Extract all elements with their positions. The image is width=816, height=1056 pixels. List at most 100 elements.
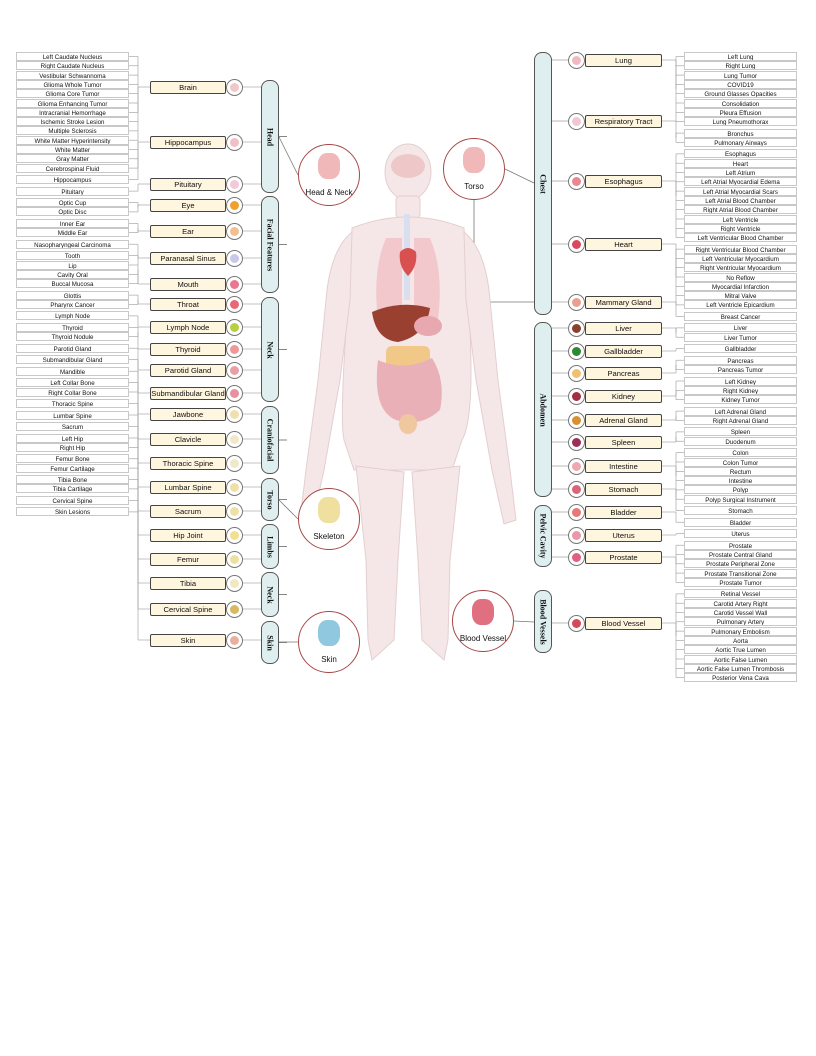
organ-liver[interactable]: Liver [585, 321, 662, 335]
leaf-right-adrenal-gland: Right Adrenal Gland [684, 415, 797, 425]
leaf-lip: Lip [16, 260, 129, 270]
mouth-icon [226, 275, 243, 293]
organ-stomach[interactable]: Stomach [585, 482, 662, 496]
skeleton-icon [318, 497, 340, 523]
hippocampus-icon [226, 133, 243, 151]
organ-eye[interactable]: Eye [150, 198, 226, 212]
leaf-gray-matter: Gray Matter [16, 154, 129, 164]
organ-esophagus[interactable]: Esophagus [585, 174, 662, 188]
organ-lymph-node[interactable]: Lymph Node [150, 320, 226, 334]
organ-pancreas[interactable]: Pancreas [585, 366, 662, 380]
leaf-left-collar-bone: Left Collar Bone [16, 378, 129, 388]
leaf-bladder: Bladder [684, 517, 797, 527]
organ-hippocampus[interactable]: Hippocampus [150, 135, 226, 149]
category-skin: Skin [261, 621, 279, 664]
organ-tibia[interactable]: Tibia [150, 576, 226, 590]
leaf-duodenum: Duodenum [684, 436, 797, 446]
leaf-tibia-cartilage: Tibia Cartilage [16, 484, 129, 494]
organ-spleen[interactable]: Spleen [585, 435, 662, 449]
leaf-pancreas: Pancreas [684, 355, 797, 365]
kidney-icon [568, 387, 585, 405]
category-label: Chest [538, 173, 548, 194]
leaf-spleen: Spleen [684, 427, 797, 437]
organ-paranasal-sinus[interactable]: Paranasal Sinus [150, 251, 226, 265]
thoracic-spine-icon [226, 454, 243, 472]
organ-respiratory-tract[interactable]: Respiratory Tract [585, 114, 662, 128]
organ-ear[interactable]: Ear [150, 224, 226, 238]
organ-bladder[interactable]: Bladder [585, 505, 662, 519]
gallbladder-icon [568, 342, 585, 360]
leaf-left-lung: Left Lung [684, 52, 797, 61]
leaf-no-reflow: No Reflow [684, 272, 797, 282]
organ-pituitary[interactable]: Pituitary [150, 177, 226, 191]
blood-vessel-icon [568, 614, 585, 632]
leaf-ground-glasses-opacities: Ground Glasses Opacities [684, 89, 797, 99]
category-label: Skin [265, 634, 275, 651]
organ-heart[interactable]: Heart [585, 237, 662, 251]
leaf-pulmonary-embolism: Pulmonary Embolism [684, 626, 797, 636]
organ-intestine[interactable]: Intestine [585, 459, 662, 473]
category-neck: Neck [261, 572, 279, 617]
leaf-femur-bone: Femur Bone [16, 454, 129, 464]
organ-brain[interactable]: Brain [150, 80, 226, 94]
organ-mouth[interactable]: Mouth [150, 277, 226, 291]
leaf-carotid-vessel-wall: Carotid Vessel Wall [684, 608, 797, 617]
femur-icon [226, 550, 243, 568]
leaf-cervical-spine: Cervical Spine [16, 495, 129, 505]
leaf-left-atrial-myocardial-edema: Left Atrial Myocardial Edema [684, 177, 797, 187]
leaf-right-ventricular-blood-chamber: Right Ventricular Blood Chamber [684, 244, 797, 254]
lung-icon [568, 51, 585, 69]
leaf-bronchus: Bronchus [684, 128, 797, 138]
organ-gallbladder[interactable]: Gallbladder [585, 344, 662, 358]
organ-clavicle[interactable]: Clavicle [150, 432, 226, 446]
organ-lung[interactable]: Lung [585, 53, 662, 67]
thyroid-icon [226, 340, 243, 358]
leaf-left-ventricular-blood-chamber: Left Ventricular Blood Chamber [684, 233, 797, 243]
leaf-right-kidney: Right Kidney [684, 385, 797, 395]
leaf-posterior-vena-cava: Posterior Vena Cava [684, 673, 797, 683]
organ-blood-vessel[interactable]: Blood Vessel [585, 616, 662, 630]
leaf-pleura-effusion: Pleura Effusion [684, 107, 797, 117]
leaf-left-kidney: Left Kidney [684, 376, 797, 386]
organ-kidney[interactable]: Kidney [585, 389, 662, 403]
mammary-gland-icon [568, 293, 585, 311]
organ-femur[interactable]: Femur [150, 552, 226, 566]
category-pelvic-cavity: Pelvic Cavity [534, 505, 552, 567]
category-label: Pelvic Cavity [538, 513, 548, 559]
region-label: Torso [464, 182, 484, 191]
category-blood-vessels: Blood Vessels [534, 590, 552, 653]
sacrum-icon [226, 502, 243, 520]
leaf-prostate-tumor: Prostate Tumor [684, 577, 797, 587]
organ-adrenal-gland[interactable]: Adrenal Gland [585, 413, 662, 427]
category-label: Blood Vessels [538, 598, 548, 645]
category-label: Head [265, 127, 275, 146]
respiratory-tract-icon [568, 112, 585, 130]
leaf-pharynx-cancer: Pharynx Cancer [16, 299, 129, 309]
lumbar-spine-icon [226, 478, 243, 496]
leaf-thyroid-nodule: Thyroid Nodule [16, 332, 129, 342]
leaf-left-ventricle-epicardium: Left Ventricle Epicardium [684, 300, 797, 310]
organ-submandibular-gland[interactable]: Submandibular Gland [150, 386, 226, 400]
region-head-neck: Head & Neck [298, 144, 360, 206]
organ-lumbar-spine[interactable]: Lumbar Spine [150, 480, 226, 494]
leaf-multiple-sclerosis: Multiple Sclerosis [16, 126, 129, 136]
organ-jawbone[interactable]: Jawbone [150, 407, 226, 421]
organ-cervical-spine[interactable]: Cervical Spine [150, 602, 226, 616]
organ-parotid-gland[interactable]: Parotid Gland [150, 363, 226, 377]
organ-skin[interactable]: Skin [150, 633, 226, 647]
organ-uterus[interactable]: Uterus [585, 528, 662, 542]
organ-prostate[interactable]: Prostate [585, 550, 662, 564]
organ-throat[interactable]: Throat [150, 297, 226, 311]
organ-mammary-gland[interactable]: Mammary Gland [585, 295, 662, 309]
organ-sacrum[interactable]: Sacrum [150, 504, 226, 518]
leaf-aortic-true-lumen: Aortic True Lumen [684, 645, 797, 655]
organ-thyroid[interactable]: Thyroid [150, 342, 226, 356]
leaf-thoracic-spine: Thoracic Spine [16, 399, 129, 408]
lymph-node-icon [226, 318, 243, 336]
leaf-left-atrial-myocardial-scars: Left Atrial Myocardial Scars [684, 186, 797, 196]
leaf-polyp: Polyp [684, 485, 797, 495]
organ-hip-joint[interactable]: Hip Joint [150, 528, 226, 542]
organ-thoracic-spine[interactable]: Thoracic Spine [150, 456, 226, 470]
